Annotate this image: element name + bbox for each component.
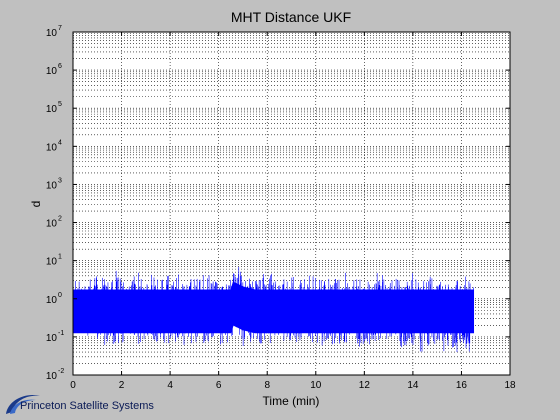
y-axis-label: d — [29, 201, 43, 208]
x-tick-label: 12 — [359, 380, 371, 391]
y-tick-base: 10 — [46, 180, 58, 191]
x-tick-label: 16 — [456, 380, 468, 391]
plot-frame — [72, 31, 511, 376]
chart-title: MHT Distance UKF — [231, 9, 351, 25]
y-tick-exponent: 6 — [58, 63, 62, 70]
x-tick-label: 18 — [504, 380, 516, 391]
y-tick-base: 10 — [46, 66, 58, 77]
x-tick-label: 10 — [310, 380, 322, 391]
swoosh-icon — [6, 394, 40, 414]
y-tick-label: 10 3 — [46, 177, 62, 191]
x-tick-label: 14 — [407, 380, 419, 391]
x-axis-ticks: 0 2 4 6 8 10 12 14 16 18 — [70, 32, 516, 391]
x-tick-label: 2 — [119, 380, 125, 391]
y-tick-exponent: 0 — [58, 292, 62, 299]
logo-text: Princeton Satellite Systems — [20, 400, 154, 412]
y-tick-label: 10 6 — [46, 63, 62, 77]
x-tick-label: 6 — [216, 380, 222, 391]
y-tick-exponent: -1 — [58, 330, 64, 337]
y-tick-label: 10 2 — [46, 216, 62, 230]
x-axis-label: Time (min) — [263, 394, 320, 408]
company-logo: Princeton Satellite Systems — [2, 388, 162, 418]
x-tick-label: 8 — [264, 380, 270, 391]
y-tick-base: 10 — [46, 333, 58, 344]
y-tick-label: 10 1 — [46, 254, 62, 268]
x-tick-label: 4 — [167, 380, 173, 391]
y-tick-exponent: 7 — [58, 25, 62, 32]
y-tick-base: 10 — [46, 219, 58, 230]
y-tick-exponent: 2 — [58, 216, 62, 223]
y-tick-exponent: 3 — [58, 177, 62, 184]
y-tick-label: 10 -2 — [46, 368, 64, 382]
y-tick-exponent: -2 — [58, 368, 64, 375]
y-tick-base: 10 — [46, 295, 58, 306]
y-tick-base: 10 — [46, 257, 58, 268]
y-tick-exponent: 4 — [58, 139, 62, 146]
y-tick-base: 10 — [46, 142, 58, 153]
y-tick-label: 10 4 — [46, 139, 62, 153]
x-tick-label: 0 — [70, 380, 76, 391]
y-tick-exponent: 1 — [58, 254, 62, 261]
data-series — [72, 266, 475, 352]
y-tick-base: 10 — [46, 104, 58, 115]
y-tick-label: 10 5 — [46, 101, 62, 115]
y-tick-base: 10 — [46, 28, 58, 39]
y-tick-label: 10 0 — [46, 292, 62, 306]
y-tick-exponent: 5 — [58, 101, 62, 108]
y-tick-label: 10 7 — [46, 25, 62, 39]
y-tick-base: 10 — [46, 371, 58, 382]
y-tick-label: 10 -1 — [46, 330, 64, 344]
